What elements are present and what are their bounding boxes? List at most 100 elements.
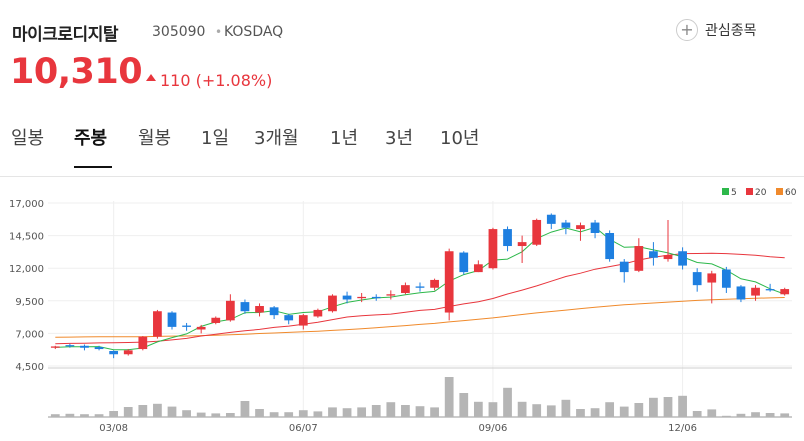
volume-bar [517, 401, 527, 417]
tab-monthly[interactable]: 월봉 [138, 128, 172, 149]
x-tick-label: 12/06 [668, 423, 697, 434]
volume-bar [576, 409, 585, 417]
candle-body [721, 269, 731, 288]
candle-body [605, 232, 615, 260]
y-tick-label: 17,000 [9, 199, 44, 210]
volume-bar [532, 404, 542, 417]
volume-bar [663, 397, 673, 417]
candle-body [182, 325, 191, 327]
moving-averages [55, 226, 785, 351]
tab-weekly[interactable]: 주봉 [74, 128, 108, 149]
candle-body [780, 289, 790, 295]
candle [503, 226, 512, 252]
candle-body [196, 326, 206, 330]
volume-bar [634, 403, 644, 417]
candle [328, 294, 337, 313]
stock-code: 305090 [152, 24, 206, 40]
candle-body [692, 272, 702, 286]
tab-10years[interactable]: 10년 [440, 128, 480, 149]
candle-body [590, 222, 600, 233]
candle-body [459, 252, 469, 273]
volume-bar [298, 410, 308, 417]
candle-body [269, 307, 279, 316]
volume-bar [182, 410, 191, 417]
candle [605, 230, 615, 262]
candle [415, 282, 425, 292]
volume-bar [488, 402, 498, 417]
legend-swatch [722, 188, 729, 195]
volume-bar [736, 413, 746, 417]
candle [371, 294, 381, 301]
volume-bar [80, 414, 89, 417]
candle-body [167, 312, 177, 327]
chart-grid [48, 201, 792, 418]
volume-bar [765, 413, 775, 417]
candle-body [80, 345, 89, 348]
candle [765, 283, 775, 292]
active-tab-indicator [74, 166, 112, 168]
volume-bar [371, 405, 381, 417]
volume-bar [328, 407, 337, 417]
candle [780, 287, 790, 296]
candle [284, 313, 294, 325]
legend-swatch [776, 188, 783, 195]
volume-bar [109, 411, 119, 417]
candle [182, 322, 191, 331]
volume-bar [255, 409, 264, 417]
candle [357, 292, 367, 303]
candle-body [138, 336, 148, 350]
tab-1day[interactable]: 1일 [201, 128, 230, 149]
tab-3months[interactable]: 3개월 [254, 128, 299, 149]
candle [488, 227, 498, 270]
candle-body [488, 229, 498, 269]
current-price: 10,310 [10, 52, 143, 92]
volume-bar [619, 406, 629, 417]
volume-bar [649, 397, 658, 417]
candle [211, 316, 221, 325]
candle-body [473, 264, 483, 273]
volume-bar [167, 406, 177, 417]
candle [153, 309, 162, 339]
y-tick-label: 9,500 [15, 297, 44, 308]
candle-body [255, 306, 264, 313]
y-axis: 17,000 14,500 12,000 9,500 7,000 4,500 [9, 199, 44, 373]
candle [255, 303, 264, 317]
candle [109, 350, 119, 359]
candle-body [634, 246, 644, 271]
candle [721, 266, 731, 293]
candle-body [65, 345, 75, 347]
tab-1year[interactable]: 1년 [330, 128, 359, 149]
candle [649, 242, 658, 266]
legend-swatch [746, 188, 753, 195]
volume-bar [94, 414, 104, 417]
add-favorite-button[interactable]: + 관심종목 [676, 19, 757, 41]
candle [736, 285, 746, 303]
candle [50, 345, 60, 350]
volume-bar [415, 406, 425, 417]
candle-body [619, 261, 629, 273]
candle-body [94, 347, 104, 350]
volume-bar [590, 408, 600, 417]
volume-bar [196, 412, 206, 417]
candle [123, 349, 133, 356]
candle-body [225, 300, 235, 321]
separator-dot: • [215, 25, 223, 39]
volume-bar [269, 412, 279, 417]
tab-3years[interactable]: 3년 [385, 128, 414, 149]
candle [138, 336, 148, 351]
x-tick-label: 09/06 [479, 423, 508, 434]
y-tick-label: 14,500 [9, 232, 44, 243]
volume-bar [780, 413, 790, 417]
candle-body [503, 229, 512, 247]
candle-body [50, 346, 60, 348]
tab-daily[interactable]: 일봉 [11, 128, 45, 149]
volume-bar [65, 413, 75, 417]
candle-body [576, 225, 585, 230]
candle [313, 308, 323, 318]
candle-body [561, 222, 571, 228]
market-label: KOSDAQ [224, 24, 284, 40]
chart-legend: 5 20 60 [722, 188, 797, 198]
volume-bar [707, 409, 717, 417]
candle-body [430, 279, 439, 288]
